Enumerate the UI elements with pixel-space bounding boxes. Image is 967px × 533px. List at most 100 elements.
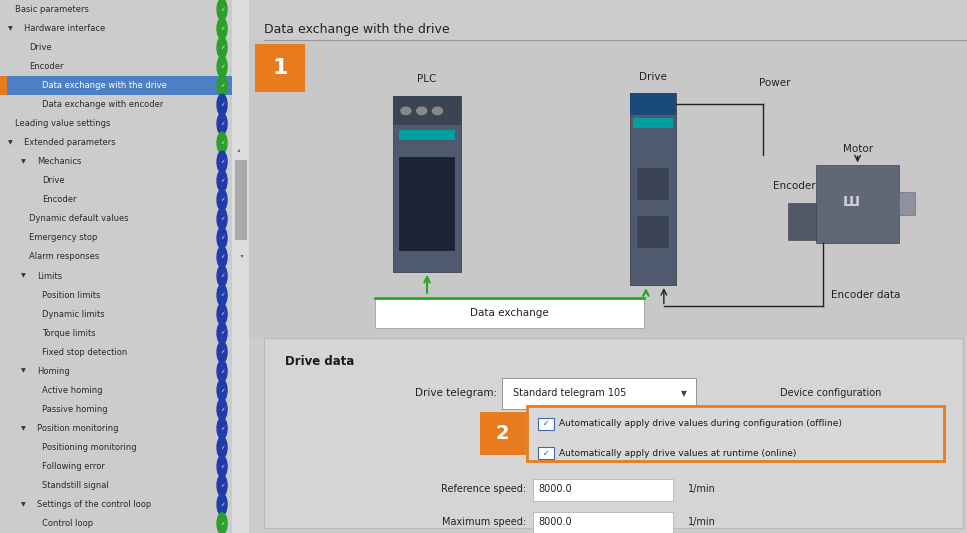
Bar (235, 160, 247, 240)
Circle shape (417, 107, 426, 115)
Text: Drive: Drive (43, 176, 65, 185)
Circle shape (217, 303, 227, 325)
Text: ✓: ✓ (220, 216, 224, 221)
Text: ▼: ▼ (8, 140, 13, 146)
Text: ✓: ✓ (220, 273, 224, 279)
Circle shape (217, 437, 227, 458)
Bar (232, 0, 249, 533)
Circle shape (217, 322, 227, 344)
Circle shape (217, 132, 227, 154)
Bar (787, 203, 816, 240)
Text: Control loop: Control loop (43, 519, 94, 528)
Text: Device configuration: Device configuration (780, 389, 882, 398)
Circle shape (217, 189, 227, 211)
Circle shape (217, 246, 227, 268)
Text: Leading value settings: Leading value settings (15, 119, 110, 128)
Text: Active homing: Active homing (43, 386, 103, 395)
Text: Emergency stop: Emergency stop (29, 233, 97, 243)
Circle shape (401, 107, 411, 115)
Text: Drive: Drive (639, 71, 667, 82)
Text: ✓: ✓ (220, 350, 224, 354)
Text: ✓: ✓ (220, 140, 224, 146)
Text: 8000.0: 8000.0 (539, 484, 572, 494)
Bar (637, 168, 669, 200)
Bar (393, 96, 461, 125)
Text: ✓: ✓ (220, 464, 224, 469)
Text: ▼: ▼ (8, 26, 13, 31)
Text: Homing: Homing (38, 367, 71, 376)
Text: ✓: ✓ (542, 449, 549, 457)
Text: Drive data: Drive data (285, 355, 355, 368)
Text: ▼: ▼ (682, 389, 688, 398)
Circle shape (217, 113, 227, 134)
Text: Fixed stop detection: Fixed stop detection (43, 348, 128, 357)
Text: PLC: PLC (418, 74, 437, 84)
Text: ✓: ✓ (220, 312, 224, 317)
Text: ✓: ✓ (220, 521, 224, 526)
Text: ▼: ▼ (21, 426, 26, 431)
Text: Encoder: Encoder (774, 181, 816, 191)
FancyBboxPatch shape (527, 406, 944, 461)
Text: ✓: ✓ (220, 197, 224, 203)
Circle shape (217, 37, 227, 58)
Text: Reference speed:: Reference speed: (441, 484, 526, 494)
Text: ✓: ✓ (220, 369, 224, 374)
Text: Mechanics: Mechanics (38, 157, 82, 166)
Circle shape (217, 56, 227, 77)
Text: Torque limits: Torque limits (43, 329, 96, 337)
Text: Hardware interface: Hardware interface (24, 24, 105, 33)
Text: Following error: Following error (43, 462, 105, 471)
Bar (375, 298, 644, 328)
Text: Maximum speed:: Maximum speed: (442, 518, 526, 527)
FancyBboxPatch shape (255, 44, 305, 92)
Text: ✓: ✓ (220, 502, 224, 507)
Text: 1/min: 1/min (688, 518, 716, 527)
Text: 1: 1 (273, 58, 288, 78)
Text: Extended parameters: Extended parameters (24, 138, 115, 147)
Circle shape (217, 75, 227, 96)
Text: Automatically apply drive values at runtime (online): Automatically apply drive values at runt… (560, 449, 797, 457)
Text: Limits: Limits (38, 271, 63, 280)
Text: ✓: ✓ (220, 7, 224, 12)
Text: ✓: ✓ (220, 45, 224, 50)
Circle shape (217, 0, 227, 20)
Text: Standard telegram 105: Standard telegram 105 (513, 389, 627, 398)
Text: Passive homing: Passive homing (43, 405, 108, 414)
Circle shape (217, 513, 227, 533)
Bar (633, 118, 673, 128)
Text: 8000.0: 8000.0 (539, 518, 572, 527)
Circle shape (217, 342, 227, 363)
Bar (816, 165, 899, 243)
Circle shape (217, 418, 227, 439)
Text: ✓: ✓ (220, 254, 224, 260)
Circle shape (217, 379, 227, 401)
FancyBboxPatch shape (502, 378, 696, 409)
Text: ✓: ✓ (220, 483, 224, 488)
Circle shape (217, 360, 227, 382)
Circle shape (217, 494, 227, 515)
Circle shape (217, 475, 227, 496)
Circle shape (217, 285, 227, 306)
Text: Positioning monitoring: Positioning monitoring (43, 443, 137, 452)
Text: Encoder: Encoder (43, 196, 77, 204)
Text: Dynamic default values: Dynamic default values (29, 214, 129, 223)
FancyBboxPatch shape (480, 412, 526, 455)
Bar (538, 418, 554, 430)
Circle shape (217, 227, 227, 248)
Text: ✓: ✓ (220, 102, 224, 107)
Text: Ш: Ш (842, 195, 860, 209)
Bar (398, 130, 455, 140)
Circle shape (432, 107, 443, 115)
Text: ✓: ✓ (220, 159, 224, 164)
Text: Data exchange with encoder: Data exchange with encoder (43, 100, 163, 109)
Text: Motor: Motor (842, 143, 872, 154)
Text: ✓: ✓ (220, 83, 224, 88)
Bar (637, 216, 669, 248)
Text: Data exchange with the drive: Data exchange with the drive (264, 23, 450, 36)
FancyBboxPatch shape (264, 338, 963, 528)
Bar (899, 192, 915, 215)
Circle shape (217, 208, 227, 230)
Circle shape (217, 170, 227, 191)
Bar (538, 447, 554, 459)
Text: Encoder: Encoder (29, 62, 63, 71)
